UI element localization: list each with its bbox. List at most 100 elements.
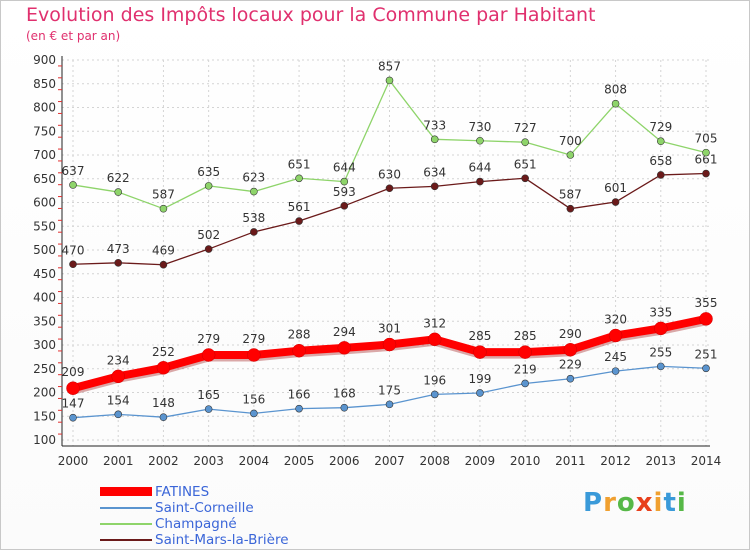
data-point <box>114 410 123 419</box>
data-point <box>204 245 213 253</box>
legend-label: Saint-Mars-la-Brière <box>155 532 289 548</box>
data-point <box>699 312 713 326</box>
data-point <box>473 345 487 359</box>
data-point <box>476 136 484 145</box>
x-tick-label: 2011 <box>555 454 586 468</box>
data-label: 229 <box>559 358 582 372</box>
legend-swatch-champagne <box>100 523 152 525</box>
data-point <box>430 135 439 144</box>
data-label: 729 <box>649 120 672 134</box>
data-point <box>385 400 394 409</box>
data-label: 285 <box>468 329 491 343</box>
x-tick-label: 2005 <box>284 454 315 468</box>
y-tick-label: 150 <box>33 409 56 423</box>
brand-letter: P <box>583 488 604 518</box>
series-saint-mars-la-bri-re: 470 473 469 502 538 561 593 630 634 644 651 587 601 6… <box>62 153 718 269</box>
y-tick-label: 450 <box>33 267 56 281</box>
data-point <box>292 343 306 358</box>
data-label: 279 <box>242 332 265 346</box>
data-label: 219 <box>514 362 537 376</box>
legend-label: Champagné <box>155 516 237 532</box>
data-point <box>159 260 168 269</box>
data-point <box>566 151 575 159</box>
legend-swatch-fatines <box>100 487 152 496</box>
brand-letter: o <box>616 488 636 518</box>
series-fatines: 209 234 252 279 279 288 294 301 312 285 285 290 320 3… <box>62 296 718 395</box>
x-tick-label: 2007 <box>374 454 405 468</box>
data-label: 587 <box>559 188 582 202</box>
y-tick-label: 600 <box>33 196 56 210</box>
y-tick-label: 650 <box>33 172 56 186</box>
data-point <box>295 217 303 225</box>
y-tick-label: 400 <box>33 291 56 305</box>
data-label: 255 <box>649 345 672 359</box>
data-point <box>656 362 665 371</box>
data-point <box>654 321 668 336</box>
x-tick-label: 2004 <box>239 454 270 468</box>
x-tick-label: 2009 <box>465 454 496 468</box>
data-label: 622 <box>107 171 130 185</box>
data-point <box>69 413 77 422</box>
data-point <box>66 381 80 395</box>
brand-letter: r <box>603 488 617 518</box>
data-label: 661 <box>695 153 718 167</box>
y-tick-label: 200 <box>33 386 56 400</box>
data-label: 252 <box>152 345 175 359</box>
data-point <box>566 204 575 213</box>
data-point <box>611 198 620 206</box>
x-tick-label: 2012 <box>600 454 631 468</box>
data-label: 301 <box>378 322 401 336</box>
brand-letter: t <box>663 488 677 518</box>
axes: 100 150 200 250 300 350 400 450 500 550 600 650 700 7… <box>33 53 721 468</box>
data-point <box>611 367 620 375</box>
data-point <box>295 404 303 413</box>
data-label: 154 <box>107 393 130 407</box>
data-label: 634 <box>423 165 446 179</box>
data-point <box>608 328 623 343</box>
y-tick-label: 100 <box>33 433 56 447</box>
data-label: 630 <box>378 167 401 181</box>
data-label: 294 <box>333 325 356 339</box>
data-point <box>521 379 529 388</box>
data-label: 312 <box>423 316 446 330</box>
data-point <box>114 188 123 196</box>
series-saint-corneille: 147 154 148 165 156 166 168 175 196 199 219 229 245 2… <box>62 345 717 422</box>
data-point <box>385 76 394 85</box>
x-tick-label: 2003 <box>193 454 224 468</box>
data-label: 502 <box>197 228 220 242</box>
data-point <box>385 184 394 193</box>
data-label: 355 <box>695 296 718 310</box>
x-tick-label: 2010 <box>510 454 541 468</box>
brand-logo: Proxiti <box>583 488 687 518</box>
data-label: 587 <box>152 188 175 202</box>
data-point <box>337 341 352 355</box>
data-point <box>427 332 442 347</box>
x-tick-label: 2000 <box>58 454 89 468</box>
data-label: 658 <box>649 154 672 168</box>
data-point <box>159 204 168 213</box>
data-point <box>114 259 123 267</box>
data-point <box>656 137 665 146</box>
data-point <box>702 364 710 373</box>
data-point <box>340 202 349 210</box>
data-point <box>247 348 261 362</box>
data-label: 469 <box>152 244 175 258</box>
data-point <box>476 177 484 186</box>
data-label: 148 <box>152 396 175 410</box>
y-tick-label: 900 <box>33 53 56 67</box>
data-label: 147 <box>62 397 85 411</box>
data-label: 857 <box>378 59 401 73</box>
data-point <box>204 405 213 413</box>
data-point <box>340 177 349 186</box>
data-point <box>521 174 529 183</box>
data-label: 623 <box>242 171 265 185</box>
x-tick-label: 2013 <box>646 454 677 468</box>
data-label: 279 <box>197 332 220 346</box>
data-point <box>382 337 397 352</box>
series-champagn-: 637 622 587 635 623 651 644 857 733 730 727 700 808 7… <box>62 59 717 213</box>
data-point <box>69 181 77 189</box>
data-point <box>476 389 484 397</box>
data-label: 593 <box>333 185 356 199</box>
